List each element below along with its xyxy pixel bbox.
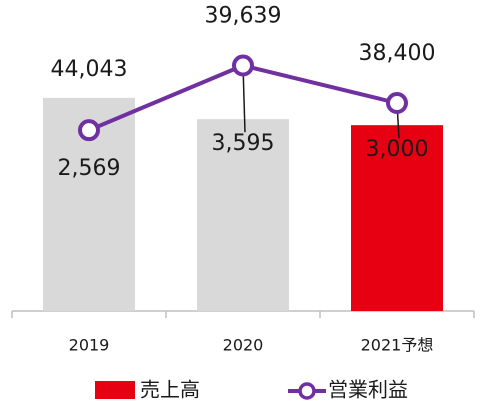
line-marker bbox=[232, 54, 254, 77]
legend-label: 売上高 bbox=[140, 378, 200, 402]
bar-value-label: 38,400 bbox=[359, 41, 436, 66]
legend-swatch bbox=[95, 381, 135, 399]
line-marker bbox=[78, 119, 100, 142]
bar-value-label: 44,043 bbox=[51, 57, 128, 82]
x-tick-label: 2020 bbox=[223, 336, 264, 355]
line-value-label: 3,595 bbox=[212, 131, 275, 156]
line-marker bbox=[386, 92, 408, 115]
legend-marker bbox=[298, 382, 316, 400]
bar bbox=[351, 125, 443, 312]
x-tick-label: 2021予想 bbox=[361, 336, 434, 355]
legend-label: 営業利益 bbox=[328, 378, 408, 402]
line-value-label: 3,000 bbox=[366, 137, 429, 162]
leader-line bbox=[242, 65, 246, 133]
bar bbox=[197, 119, 289, 311]
bar-value-label: 39,639 bbox=[205, 4, 282, 29]
x-tick-label: 2019 bbox=[69, 336, 110, 355]
line-value-label: 2,569 bbox=[58, 156, 121, 181]
